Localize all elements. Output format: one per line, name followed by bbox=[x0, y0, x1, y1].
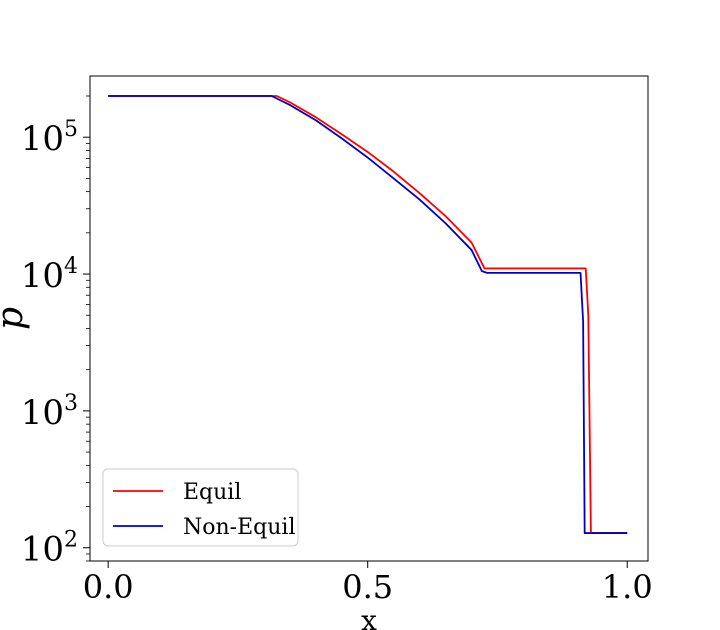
x-axis-label: x bbox=[361, 604, 377, 630]
series-line-1 bbox=[108, 95, 628, 534]
y-axis-label: p bbox=[0, 307, 31, 330]
x-tick-label: 1.0 bbox=[602, 568, 653, 606]
y-tick-exponent: 2 bbox=[64, 528, 78, 553]
x-tick-label: 0.0 bbox=[83, 568, 134, 606]
legend-label: Non-Equil bbox=[183, 515, 295, 540]
y-tick-base: 10 bbox=[21, 256, 64, 296]
series-line-0 bbox=[108, 95, 628, 534]
y-tick-exponent: 5 bbox=[64, 117, 78, 142]
y-tick-exponent: 3 bbox=[64, 391, 78, 416]
y-tick-base: 10 bbox=[21, 530, 64, 570]
y-tick-base: 10 bbox=[21, 393, 64, 433]
y-tick-label: 103 bbox=[21, 391, 78, 433]
y-tick-label: 105 bbox=[21, 117, 78, 159]
y-tick-exponent: 4 bbox=[64, 254, 78, 279]
plot-frame bbox=[89, 75, 649, 562]
y-tick-label: 104 bbox=[21, 254, 78, 296]
x-axis-ticks: 0.0 0.5 1.0 bbox=[83, 561, 653, 606]
legend-label: Equil bbox=[183, 480, 241, 505]
legend: Equil Non-Equil bbox=[102, 468, 299, 547]
y-tick-label: 102 bbox=[21, 528, 78, 570]
x-tick-label: 0.5 bbox=[342, 568, 393, 606]
series-layer bbox=[108, 95, 628, 534]
y-tick-base: 10 bbox=[21, 119, 64, 159]
